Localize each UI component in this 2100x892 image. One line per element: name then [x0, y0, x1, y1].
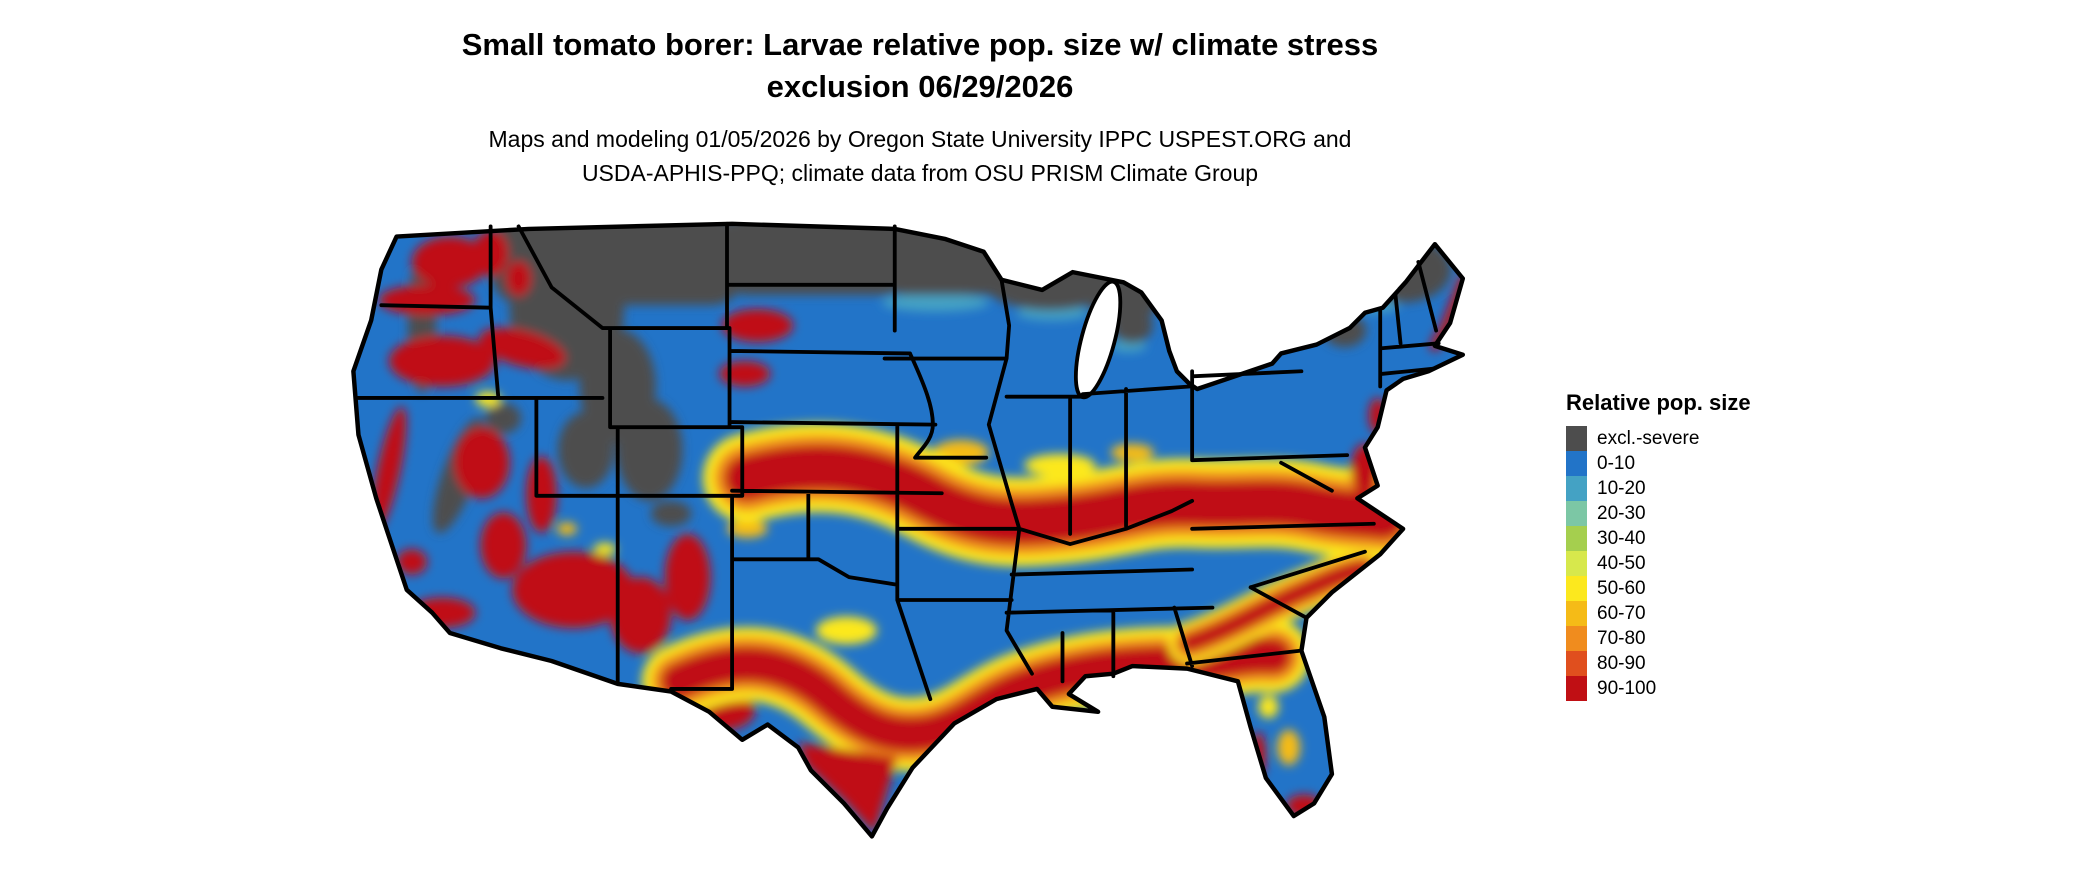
legend-swatch-50-60	[1566, 576, 1587, 601]
map-title: Small tomato borer: Larvae relative pop.…	[0, 24, 1840, 108]
map-legend: Relative pop. size excl.-severe 0-10 10-…	[1566, 390, 1826, 701]
legend-label: 90-100	[1597, 677, 1657, 699]
legend-label: 30-40	[1597, 527, 1646, 549]
legend-label: 40-50	[1597, 552, 1646, 574]
legend-swatch-90-100	[1566, 676, 1587, 701]
map-title-line1: Small tomato borer: Larvae relative pop.…	[461, 27, 1379, 62]
legend-swatch-0-10	[1566, 451, 1587, 476]
legend-title: Relative pop. size	[1566, 390, 1751, 415]
legend-label: 60-70	[1597, 602, 1646, 624]
legend-row: 50-60	[1566, 576, 1826, 601]
map-title-line2: exclusion 06/29/2026	[766, 69, 1074, 104]
central-band-layers	[702, 423, 1428, 567]
legend-swatch-40-50	[1566, 551, 1587, 576]
legend-label: 70-80	[1597, 627, 1646, 649]
legend-label: 0-10	[1597, 452, 1636, 474]
legend-swatch-80-90	[1566, 651, 1587, 676]
legend-label: 10-20	[1597, 477, 1646, 499]
legend-row: 40-50	[1566, 551, 1826, 576]
legend-swatch-30-40	[1566, 526, 1587, 551]
legend-row: 60-70	[1566, 601, 1826, 626]
legend-label: 50-60	[1597, 577, 1646, 599]
legend-label: 80-90	[1597, 652, 1646, 674]
legend-label: 20-30	[1597, 502, 1646, 524]
legend-swatch-70-80	[1566, 626, 1587, 651]
legend-swatch-20-30	[1566, 501, 1587, 526]
us-map	[300, 208, 1520, 870]
map-subtitle-line2: USDA-APHIS-PPQ; climate data from OSU PR…	[581, 160, 1259, 186]
legend-row: 80-90	[1566, 651, 1826, 676]
legend-row: 70-80	[1566, 626, 1826, 651]
legend-row: 30-40	[1566, 526, 1826, 551]
legend-row: 90-100	[1566, 676, 1826, 701]
legend-label: excl.-severe	[1597, 427, 1700, 449]
legend-row: 0-10	[1566, 451, 1826, 476]
legend-swatch-10-20	[1566, 476, 1587, 501]
legend-swatch-excl-severe	[1566, 426, 1587, 451]
legend-row: 20-30	[1566, 501, 1826, 526]
us-outline	[351, 221, 1466, 839]
legend-row: excl.-severe	[1566, 426, 1826, 451]
legend-swatch-60-70	[1566, 601, 1587, 626]
map-subtitle-line1: Maps and modeling 01/05/2026 by Oregon S…	[488, 126, 1352, 152]
us-map-svg	[351, 221, 1466, 839]
southeast-arm-layers	[1167, 547, 1385, 665]
legend-row: 10-20	[1566, 476, 1826, 501]
state-borders	[354, 221, 1441, 702]
map-subtitle: Maps and modeling 01/05/2026 by Oregon S…	[0, 122, 1840, 190]
